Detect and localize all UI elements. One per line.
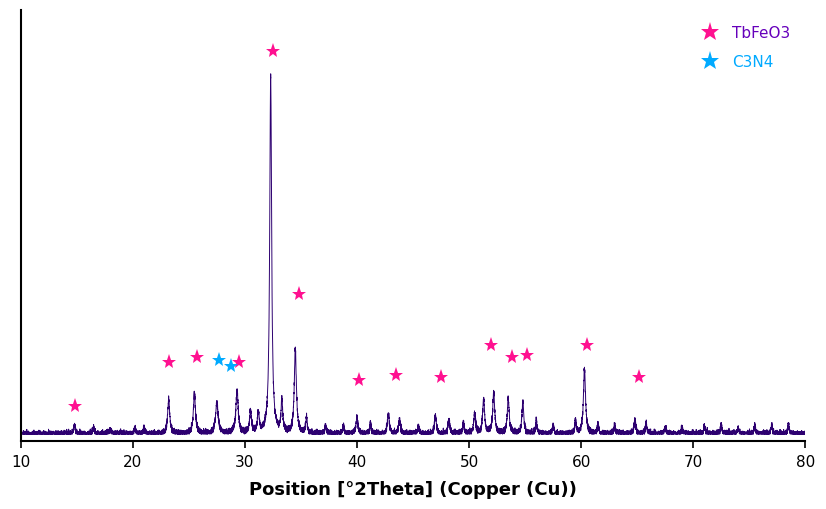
Legend: TbFeO3, C3N4: TbFeO3, C3N4 (687, 19, 798, 78)
X-axis label: Position [°2Theta] (Copper (Cu)): Position [°2Theta] (Copper (Cu)) (249, 480, 577, 498)
